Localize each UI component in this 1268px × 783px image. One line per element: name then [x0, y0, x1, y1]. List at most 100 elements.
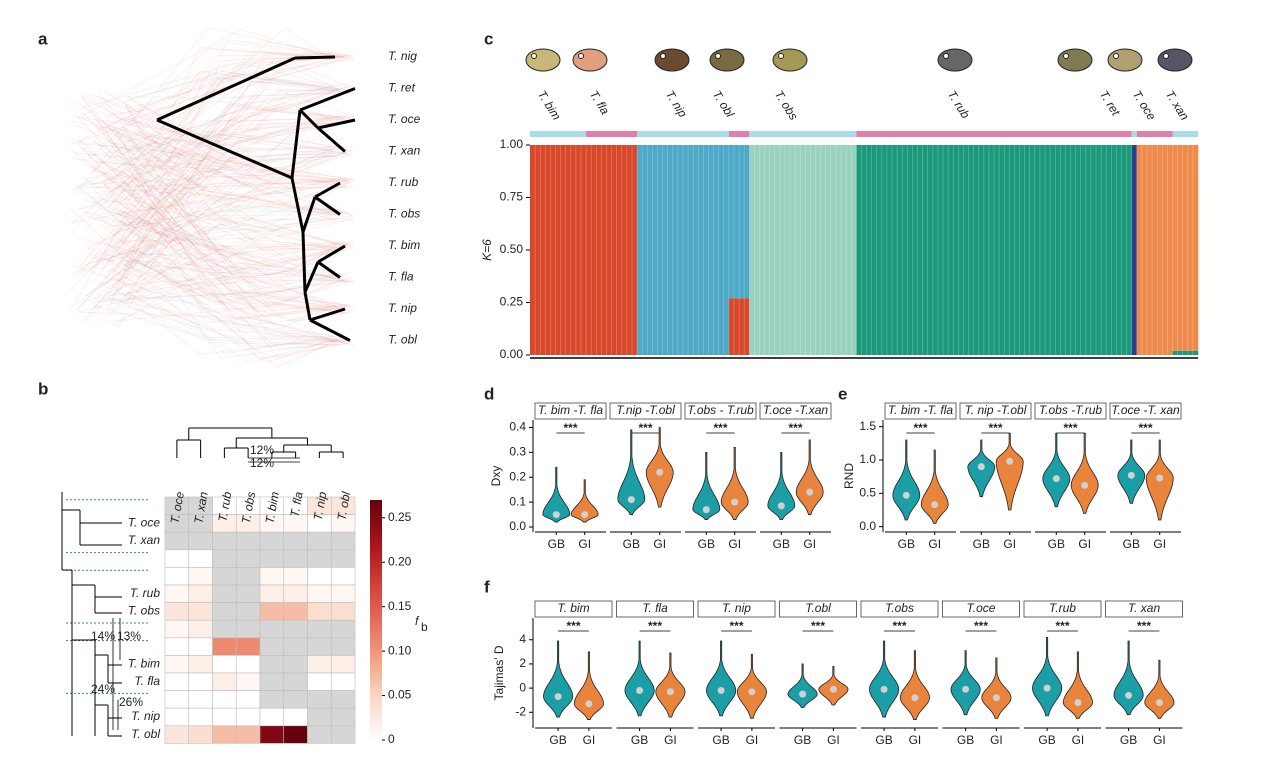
- panel-label: a: [38, 29, 48, 48]
- population-bar: [1136, 131, 1173, 137]
- leaf-label: T. ret: [388, 81, 416, 95]
- gene-tree: [76, 237, 338, 309]
- gene-tree: [88, 48, 341, 160]
- tree-branch: [303, 291, 312, 321]
- gene-tree: [70, 139, 333, 172]
- group-label: GB: [623, 537, 640, 551]
- group-label: GB: [957, 733, 974, 747]
- group-label: GI: [827, 733, 840, 747]
- violin: [617, 429, 646, 515]
- violin: [1113, 640, 1144, 716]
- facet-strip: [1023, 600, 1102, 618]
- gene-tree: [123, 247, 338, 267]
- group-label: GB: [548, 537, 565, 551]
- panel-label: e: [838, 384, 847, 403]
- heatmap-cell: [283, 655, 308, 674]
- gene-tree: [120, 126, 339, 279]
- heatmap-cell: [283, 602, 308, 621]
- gene-tree: [81, 147, 332, 311]
- gene-tree: [97, 244, 348, 285]
- tree-branch: [156, 56, 296, 122]
- leaf-label: T. xan: [388, 144, 421, 158]
- gene-tree: [98, 215, 347, 347]
- ancestry-segment: [728, 145, 750, 299]
- gene-tree: [107, 290, 347, 306]
- tree-branch: [290, 109, 302, 179]
- colorbar-segment: [370, 560, 382, 565]
- gene-tree: [83, 93, 348, 182]
- panel-label: d: [484, 384, 494, 403]
- colorbar-segment: [370, 612, 382, 617]
- group-label: GI: [728, 537, 741, 551]
- gene-tree: [99, 92, 353, 221]
- gene-tree: [81, 96, 334, 188]
- y-axis-title: RND: [842, 463, 856, 489]
- tree-branch: [303, 261, 320, 293]
- heatmap-cell: [307, 690, 332, 709]
- panel-label: c: [484, 29, 493, 48]
- group-label: GB: [698, 537, 715, 551]
- violin: [543, 640, 574, 718]
- heatmap-cell: [235, 707, 261, 727]
- gene-tree: [118, 120, 332, 196]
- gene-tree: [92, 304, 331, 346]
- colorbar-segment: [370, 632, 382, 637]
- gene-tree: [86, 215, 350, 291]
- significance-label: ***: [648, 619, 662, 633]
- gene-tree: [80, 87, 335, 323]
- median-point: [931, 501, 939, 509]
- facet-strip: [959, 402, 1032, 420]
- violin: [706, 640, 737, 717]
- gene-tree: [72, 114, 343, 276]
- y-tick-label: 0: [519, 680, 526, 694]
- colorbar-segment: [370, 552, 382, 557]
- heatmap-cell: [212, 619, 237, 639]
- gene-tree: [76, 27, 355, 193]
- group-label: GI: [928, 537, 941, 551]
- gene-tree: [73, 291, 339, 348]
- gene-tree: [105, 132, 335, 338]
- gene-tree: [118, 201, 332, 330]
- gene-tree: [85, 54, 343, 231]
- colorbar-label: f: [415, 614, 420, 628]
- heatmap-cell: [330, 602, 356, 621]
- violin: [1042, 432, 1071, 508]
- group-label: GB: [773, 537, 790, 551]
- colorbar-tick-label: 0.20: [388, 554, 412, 568]
- group-label: GI: [803, 537, 816, 551]
- colorbar-segment: [370, 636, 382, 641]
- gene-tree: [111, 210, 336, 261]
- heatmap-cell: [259, 619, 285, 639]
- significance-label: ***: [566, 619, 580, 633]
- heatmap-cell: [212, 725, 237, 744]
- colorbar-segment: [370, 700, 382, 705]
- y-axis-title: K=6: [480, 239, 494, 261]
- facet-strip: [942, 600, 1020, 618]
- gene-tree: [126, 107, 355, 247]
- gene-tree: [111, 88, 342, 192]
- gene-tree: [112, 211, 345, 326]
- facet-title: T.obl: [805, 601, 831, 615]
- colorbar-segment: [370, 608, 382, 613]
- heatmap-cell: [235, 672, 261, 691]
- ancestry-segment: [586, 145, 638, 355]
- gene-tree: [115, 251, 354, 346]
- heatmap-cell: [164, 584, 190, 603]
- gene-tree: [97, 161, 350, 182]
- heatmap-cell: [259, 584, 285, 603]
- violin: [1070, 432, 1099, 514]
- y-tick-label: 1.5: [859, 419, 876, 433]
- colorbar-tick-label: 0.25: [388, 510, 412, 524]
- significance-label: ***: [1138, 421, 1152, 435]
- colorbar-segment: [370, 688, 382, 693]
- ancestry-segment: [1136, 145, 1173, 355]
- median-point: [581, 511, 589, 519]
- gene-tree: [71, 120, 331, 158]
- population-bar: [1131, 131, 1137, 137]
- gene-tree: [105, 223, 336, 318]
- heatmap-cell: [330, 531, 356, 551]
- gene-tree: [101, 119, 340, 311]
- population-bar: [530, 131, 587, 137]
- gene-tree: [126, 266, 332, 317]
- heatmap-cell: [283, 531, 308, 551]
